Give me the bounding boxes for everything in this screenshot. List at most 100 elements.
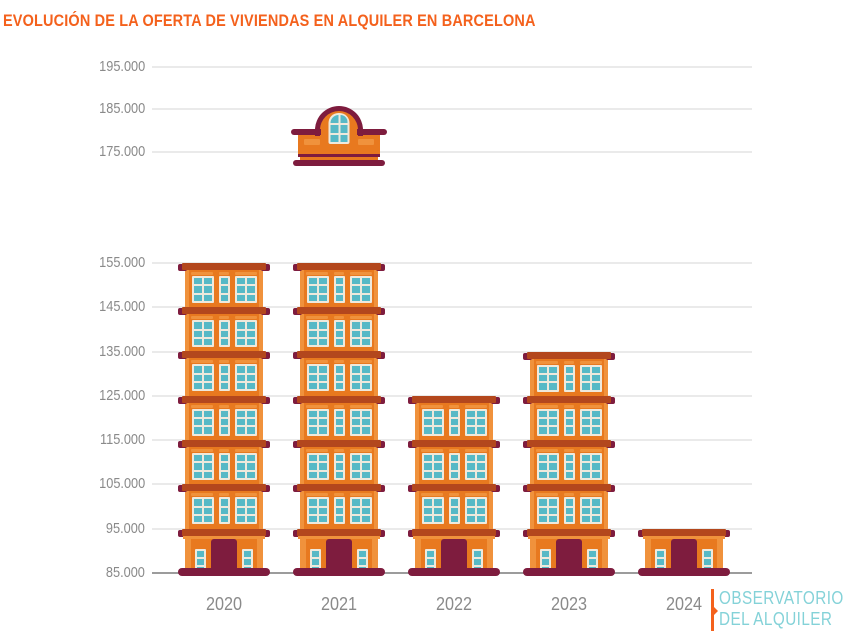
cupola-base — [293, 160, 385, 167]
building-floor — [293, 440, 385, 485]
building-2024 — [638, 528, 730, 576]
building-window — [333, 320, 345, 348]
building-window — [218, 275, 230, 303]
cornice-bar — [527, 484, 611, 492]
building-2023 — [523, 351, 615, 576]
building-ground-floor — [293, 528, 385, 576]
y-tick-text: 145.000 — [98, 298, 145, 316]
building-window — [234, 275, 257, 303]
building-window — [234, 408, 257, 436]
logo-arrow-icon — [714, 607, 718, 615]
y-tick-label: 145.000 — [50, 299, 145, 315]
building-window — [306, 364, 329, 392]
building-window — [234, 320, 257, 348]
building-2020 — [178, 262, 270, 576]
building-window — [333, 275, 345, 303]
ground-ledge — [643, 535, 725, 539]
building-facade — [530, 402, 608, 441]
chart-title-text: EVOLUCIÓN DE LA OFERTA DE VIVIENDAS EN A… — [3, 11, 536, 30]
gridline-155000 — [152, 261, 752, 264]
building-window — [333, 364, 345, 392]
cupola-ledge — [357, 129, 387, 136]
logo-line-2: DEL ALQUILER — [719, 609, 833, 629]
building-window — [234, 364, 257, 392]
window-lintels — [300, 360, 378, 364]
building-door — [326, 538, 352, 570]
y-tick-label: 95.000 — [50, 519, 145, 537]
building-facade — [415, 447, 493, 485]
building-window — [536, 408, 559, 436]
cornice-bar — [182, 484, 266, 492]
building-facade — [185, 491, 263, 529]
building-window — [421, 408, 444, 436]
building-window — [536, 453, 559, 481]
cupola-strip — [300, 157, 378, 161]
gridline-185000 — [152, 108, 752, 111]
cornice-bar — [297, 395, 381, 403]
building-facade — [300, 358, 378, 396]
cornice-bar — [412, 395, 496, 403]
building-window — [306, 275, 329, 303]
y-tick-label: 135.000 — [50, 342, 145, 360]
building-window — [191, 453, 214, 481]
building-window — [306, 453, 329, 481]
window-lintels — [185, 404, 263, 408]
building-ground-floor — [408, 528, 500, 576]
window-lintels — [530, 404, 608, 408]
window-lintels — [415, 493, 493, 497]
building-plinth — [523, 567, 615, 576]
building-floor — [523, 484, 615, 529]
building-window — [448, 453, 460, 481]
x-label-text: 2024 — [665, 594, 703, 614]
y-tick-text: 105.000 — [98, 475, 145, 493]
y-tick-text: 155.000 — [98, 253, 145, 271]
cornice-bar — [297, 440, 381, 448]
building-facade — [185, 269, 263, 308]
x-label-2021: 2021 — [304, 594, 374, 615]
building-ground-floor — [523, 528, 615, 576]
window-lintels — [530, 449, 608, 453]
cornice-bar — [642, 528, 726, 536]
cornice-bar — [527, 440, 611, 448]
x-label-text: 2021 — [320, 594, 358, 614]
y-tick-text: 195.000 — [98, 58, 145, 75]
building-floor — [523, 351, 615, 396]
cornice-bar — [182, 440, 266, 448]
building-window — [191, 364, 214, 392]
building-ground-floor — [638, 528, 730, 576]
ground-ledge — [298, 535, 380, 539]
logo-bar — [711, 589, 714, 631]
building-window — [464, 408, 487, 436]
building-facade — [185, 447, 263, 485]
y-tick-text: 135.000 — [98, 342, 145, 360]
window-lintels — [300, 316, 378, 320]
building-window — [306, 320, 329, 348]
building-floor — [178, 484, 270, 529]
cornice-bar — [527, 528, 611, 536]
y-tick-label: 185.000 — [50, 101, 145, 117]
building-window — [234, 497, 257, 525]
building-window — [306, 497, 329, 525]
building-door — [211, 538, 237, 570]
building-window — [191, 497, 214, 525]
cornice-bar — [182, 528, 266, 536]
cupola-ledge-thin — [298, 154, 380, 158]
ground-ledge — [528, 535, 610, 539]
cupola-ledge — [291, 129, 321, 136]
building-window — [306, 408, 329, 436]
building-floor — [523, 440, 615, 485]
building-window — [563, 408, 575, 436]
building-floor — [293, 307, 385, 352]
cornice-bar — [297, 351, 381, 359]
building-facade — [300, 535, 378, 576]
building-floor — [408, 440, 500, 485]
building-floor — [178, 262, 270, 308]
y-tick-text: 95.000 — [105, 519, 145, 537]
building-facade — [185, 314, 263, 352]
building-plinth — [408, 567, 500, 576]
building-facade — [530, 447, 608, 485]
cornice-bar — [297, 307, 381, 315]
building-window — [333, 408, 345, 436]
building-facade — [300, 491, 378, 529]
